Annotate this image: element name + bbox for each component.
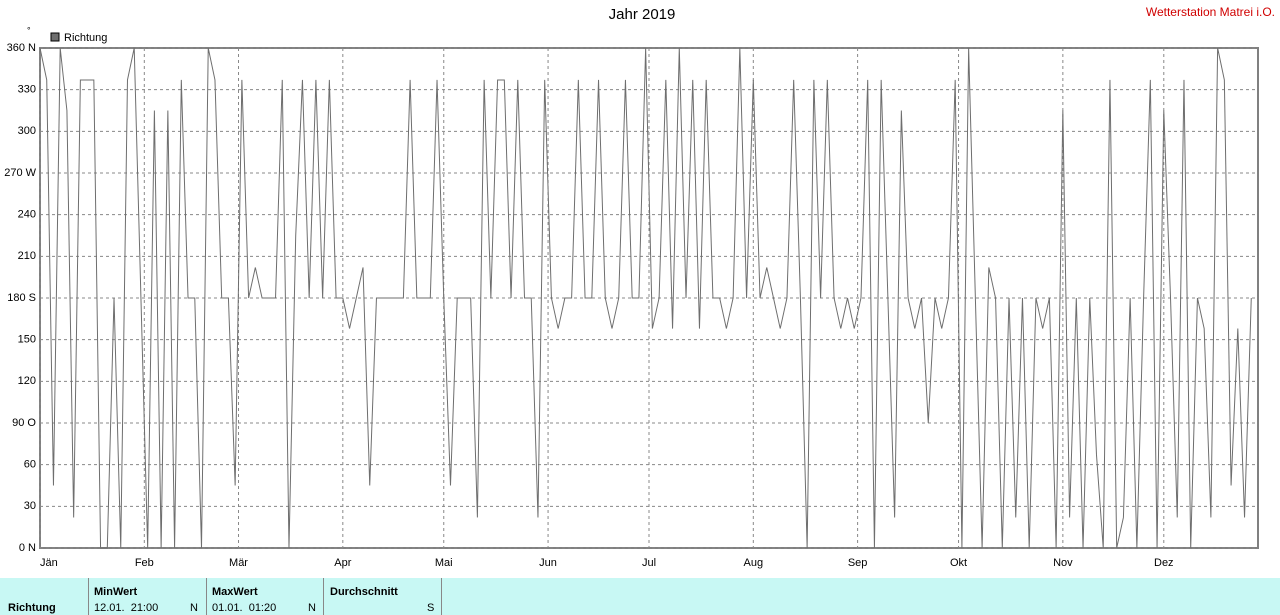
chart-title: Jahr 2019 [609, 6, 676, 23]
x-tick-label: Jun [539, 557, 557, 569]
max-time: 01.01. 01:20 [212, 602, 277, 614]
unit: ° [27, 25, 31, 35]
separator [323, 578, 324, 615]
header: MaxWert [212, 586, 258, 598]
x-tick-label: Mär [229, 557, 248, 569]
x-tick-label: Apr [334, 557, 351, 569]
min-dir: N [190, 602, 198, 614]
avg-dir: S [427, 602, 435, 614]
separator [441, 578, 442, 615]
y-tick-label: 0 N [19, 542, 36, 554]
y-tick-label: 180 S [7, 292, 36, 304]
chart: Jahr 2019 Wetterstation Matrei i.O. ° Ri… [4, 5, 1275, 569]
legend-label: Richtung [64, 32, 107, 44]
station: Wetterstation Matrei i.O. [1146, 5, 1275, 19]
x-tick-label: Aug [744, 557, 764, 569]
legend-swatch [50, 32, 60, 42]
separator [206, 578, 207, 615]
y-tick-label: 210 [18, 250, 36, 262]
y-tick-label: 150 [18, 334, 36, 346]
x-tick-label: Feb [135, 557, 154, 569]
data-line [39, 47, 1252, 549]
header: MinWert [94, 586, 138, 598]
x-tick-label: Sep [848, 557, 868, 569]
x-tick-label: Okt [950, 557, 967, 569]
x-tick-label: Nov [1053, 557, 1073, 569]
y-tick-label: 360 N [7, 42, 36, 54]
stats-table: MinWert MaxWert Durchschnitt Richtung 12… [0, 578, 1280, 615]
x-tick-label: Dez [1154, 557, 1174, 569]
y-tick-label: 300 [18, 125, 36, 137]
row-label: Richtung [8, 602, 56, 614]
separator [88, 578, 89, 615]
header: Durchschnitt [330, 586, 398, 598]
y-tick-label: 330 [18, 84, 36, 96]
y-tick-label: 60 [24, 459, 36, 471]
x-tick-label: Mai [435, 557, 453, 569]
x-tick-label: Jän [40, 557, 58, 569]
y-tick-label: 240 [18, 209, 36, 221]
max-dir: N [308, 602, 316, 614]
x-tick-label: Jul [642, 557, 656, 569]
min-time: 12.01. 21:00 [94, 602, 159, 614]
y-tick-label: 270 W [4, 167, 36, 179]
y-tick-label: 120 [18, 375, 36, 387]
y-tick-label: 30 [24, 500, 36, 512]
y-tick-label: 90 O [12, 417, 36, 429]
